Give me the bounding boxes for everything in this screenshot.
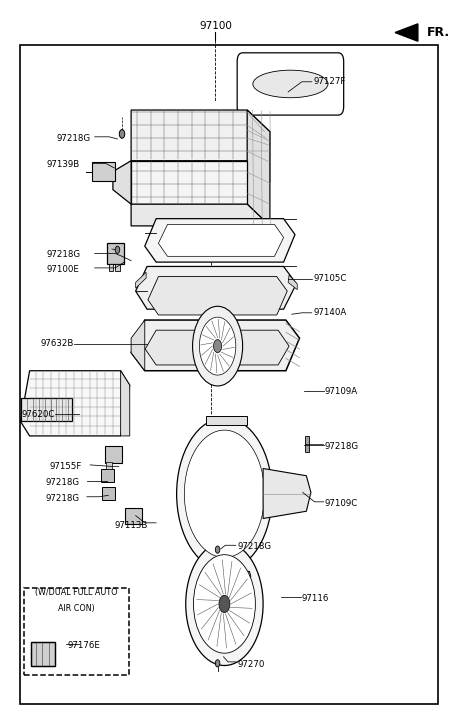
Circle shape — [213, 340, 222, 353]
Bar — [109, 264, 114, 270]
Polygon shape — [148, 276, 287, 315]
Circle shape — [215, 546, 220, 553]
Polygon shape — [21, 398, 72, 422]
Text: 97100E: 97100E — [47, 265, 80, 274]
Circle shape — [219, 595, 230, 613]
Bar — [93, 162, 115, 181]
Bar — [101, 469, 114, 482]
Text: 97632B: 97632B — [40, 340, 73, 348]
Text: 97218G: 97218G — [46, 494, 80, 502]
Bar — [107, 244, 124, 264]
Text: 97620C: 97620C — [22, 410, 55, 419]
Polygon shape — [136, 272, 146, 288]
Bar — [31, 643, 55, 665]
Circle shape — [186, 542, 263, 665]
Polygon shape — [131, 320, 300, 371]
Circle shape — [185, 430, 264, 558]
Text: 97109A: 97109A — [325, 387, 358, 395]
Bar — [105, 446, 122, 462]
Text: 97127F: 97127F — [313, 77, 345, 87]
Text: 97270: 97270 — [237, 659, 265, 669]
Bar — [106, 462, 112, 468]
Polygon shape — [200, 571, 251, 581]
Text: 97109C: 97109C — [325, 499, 358, 507]
Text: 97218G: 97218G — [237, 542, 271, 551]
Ellipse shape — [253, 71, 328, 97]
Circle shape — [119, 129, 125, 138]
Text: 97218G: 97218G — [47, 250, 81, 260]
Bar — [115, 264, 120, 270]
Polygon shape — [145, 219, 295, 262]
Bar — [125, 508, 142, 524]
FancyBboxPatch shape — [24, 588, 129, 675]
Polygon shape — [206, 416, 247, 425]
Polygon shape — [131, 161, 247, 204]
Polygon shape — [395, 24, 418, 41]
Polygon shape — [120, 371, 130, 436]
Text: 97218G: 97218G — [56, 134, 90, 143]
Polygon shape — [158, 225, 284, 257]
Text: 97176E: 97176E — [67, 640, 100, 650]
Text: 97140A: 97140A — [313, 308, 346, 317]
Circle shape — [193, 555, 256, 653]
Text: 97155F: 97155F — [49, 462, 82, 471]
Polygon shape — [131, 204, 270, 226]
Text: AIR CON): AIR CON) — [58, 604, 95, 613]
Polygon shape — [21, 371, 130, 436]
Text: 97100: 97100 — [199, 21, 232, 31]
Polygon shape — [263, 468, 311, 518]
Text: (W/DUAL FULL AUTO: (W/DUAL FULL AUTO — [35, 587, 118, 597]
Polygon shape — [136, 267, 296, 309]
Polygon shape — [131, 320, 145, 371]
Polygon shape — [113, 161, 131, 204]
Text: 97113B: 97113B — [114, 521, 147, 529]
Text: 97218G: 97218G — [46, 478, 80, 487]
Polygon shape — [145, 330, 289, 365]
Text: 97105C: 97105C — [313, 274, 347, 284]
Circle shape — [192, 306, 243, 386]
Bar — [31, 643, 55, 665]
Circle shape — [115, 246, 120, 254]
Bar — [103, 486, 115, 499]
Text: FR.: FR. — [427, 26, 450, 39]
Text: 97218G: 97218G — [325, 441, 359, 451]
Polygon shape — [131, 110, 270, 182]
Bar — [305, 436, 309, 452]
Polygon shape — [247, 110, 270, 226]
Text: 97116: 97116 — [302, 595, 329, 603]
Text: 97139B: 97139B — [47, 160, 80, 169]
FancyBboxPatch shape — [237, 53, 344, 115]
Circle shape — [215, 659, 220, 667]
Circle shape — [199, 317, 236, 375]
Circle shape — [177, 418, 272, 570]
Polygon shape — [288, 275, 297, 289]
